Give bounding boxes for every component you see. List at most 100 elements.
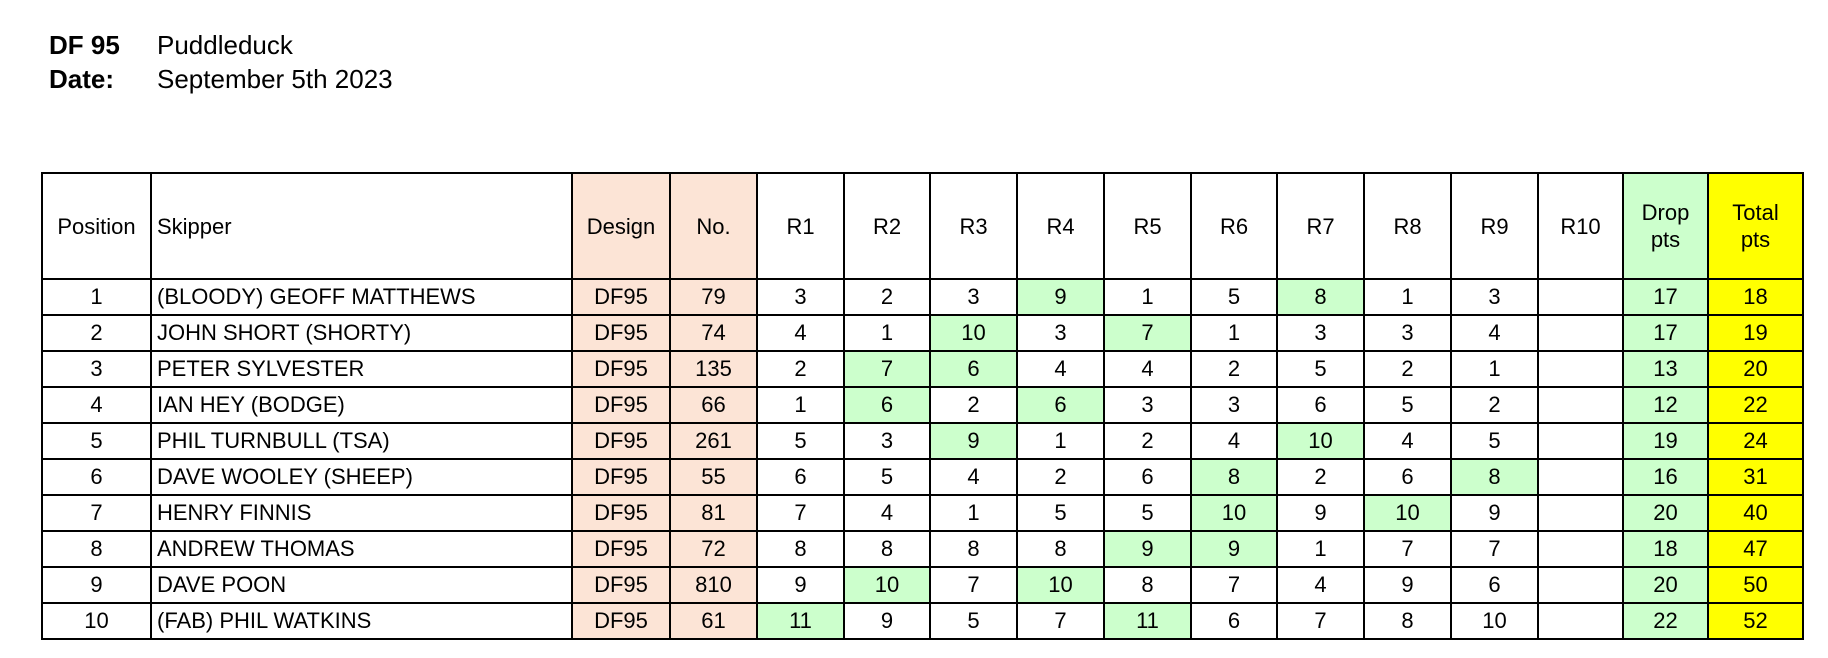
round-score-cell: 5	[756, 422, 845, 460]
round-score-cell: 2	[1103, 422, 1192, 460]
round-score-cell	[1537, 350, 1624, 388]
skipper-cell: JOHN SHORT (SHORTY)	[150, 314, 573, 352]
round-score-cell	[1537, 566, 1624, 604]
round-score-cell: 10	[1276, 422, 1365, 460]
position-cell: 9	[41, 566, 152, 604]
position-cell: 6	[41, 458, 152, 496]
table-row: 9 DAVE POON DF95 810 9 10 7 10 8 7 4 9 6 20 50	[41, 566, 1804, 604]
skipper-cell: (FAB) PHIL WATKINS	[150, 602, 573, 640]
round-score-cell: 9	[843, 602, 931, 640]
round-score-cell: 8	[929, 530, 1018, 568]
sail-number-cell: 72	[669, 530, 758, 568]
round-score-cell: 6	[756, 458, 845, 496]
total-pts-cell: 50	[1707, 566, 1804, 604]
col-round: R5	[1103, 172, 1192, 280]
venue: Puddleduck	[157, 30, 293, 60]
position-cell: 3	[41, 350, 152, 388]
round-score-cell: 8	[843, 530, 931, 568]
total-pts-cell: 19	[1707, 314, 1804, 352]
round-score-cell: 5	[1363, 386, 1452, 424]
round-score-cell: 7	[1190, 566, 1278, 604]
sail-number-cell: 261	[669, 422, 758, 460]
round-score-cell: 6	[1363, 458, 1452, 496]
round-score-cell: 1	[1450, 350, 1539, 388]
round-score-cell: 9	[1450, 494, 1539, 532]
table-row: 7 HENRY FINNIS DF95 81 7 4 1 5 5 10 9 10 9 20 40	[41, 494, 1804, 532]
position-cell: 4	[41, 386, 152, 424]
round-score-cell: 3	[843, 422, 931, 460]
round-score-cell: 8	[1190, 458, 1278, 496]
round-score-cell: 5	[1016, 494, 1105, 532]
round-score-cell: 8	[756, 530, 845, 568]
round-score-cell: 1	[843, 314, 931, 352]
round-score-cell: 2	[843, 278, 931, 316]
round-score-cell: 9	[1016, 278, 1105, 316]
design-cell: DF95	[571, 566, 671, 604]
round-score-cell	[1537, 458, 1624, 496]
drop-pts-cell: 13	[1622, 350, 1709, 388]
round-score-cell: 5	[929, 602, 1018, 640]
sail-number-cell: 74	[669, 314, 758, 352]
total-pts-cell: 20	[1707, 350, 1804, 388]
round-score-cell: 10	[1016, 566, 1105, 604]
round-score-cell: 11	[1103, 602, 1192, 640]
round-score-cell: 1	[1016, 422, 1105, 460]
position-cell: 5	[41, 422, 152, 460]
table-row: 6 DAVE WOOLEY (SHEEP) DF95 55 6 5 4 2 6 8 2 6 8 16 31	[41, 458, 1804, 496]
round-score-cell: 9	[1363, 566, 1452, 604]
round-score-cell: 6	[1103, 458, 1192, 496]
skipper-cell: DAVE WOOLEY (SHEEP)	[150, 458, 573, 496]
drop-pts-cell: 12	[1622, 386, 1709, 424]
sail-number-cell: 81	[669, 494, 758, 532]
sail-number-cell: 66	[669, 386, 758, 424]
total-pts-cell: 22	[1707, 386, 1804, 424]
round-score-cell	[1537, 314, 1624, 352]
header-line: Total	[1732, 200, 1779, 225]
drop-pts-cell: 19	[1622, 422, 1709, 460]
total-pts-cell: 40	[1707, 494, 1804, 532]
skipper-cell: IAN HEY (BODGE)	[150, 386, 573, 424]
round-score-cell: 7	[1450, 530, 1539, 568]
round-score-cell: 3	[1450, 278, 1539, 316]
round-score-cell: 11	[756, 602, 845, 640]
position-cell: 7	[41, 494, 152, 532]
design-cell: DF95	[571, 494, 671, 532]
round-score-cell: 5	[1103, 494, 1192, 532]
round-score-cell	[1537, 530, 1624, 568]
round-score-cell: 4	[756, 314, 845, 352]
position-cell: 10	[41, 602, 152, 640]
round-score-cell: 2	[1450, 386, 1539, 424]
round-score-cell	[1537, 494, 1624, 532]
table-row: 5 PHIL TURNBULL (TSA) DF95 261 5 3 9 1 2 4 10 4 5 19 2…	[41, 422, 1804, 460]
col-round: R9	[1450, 172, 1539, 280]
table-row: 3 PETER SYLVESTER DF95 135 2 7 6 4 4 2 5 2 1 13 20	[41, 350, 1804, 388]
round-score-cell	[1537, 278, 1624, 316]
round-score-cell: 2	[1016, 458, 1105, 496]
round-score-cell: 1	[1103, 278, 1192, 316]
round-score-cell: 3	[1276, 314, 1365, 352]
round-score-cell: 2	[756, 350, 845, 388]
round-score-cell: 10	[1450, 602, 1539, 640]
round-score-cell: 4	[843, 494, 931, 532]
round-score-cell: 5	[1450, 422, 1539, 460]
header-line: pts	[1740, 227, 1771, 252]
sail-number-cell: 135	[669, 350, 758, 388]
round-score-cell: 2	[929, 386, 1018, 424]
round-score-cell: 10	[1190, 494, 1278, 532]
drop-pts-cell: 18	[1622, 530, 1709, 568]
round-score-cell: 8	[1450, 458, 1539, 496]
design-cell: DF95	[571, 458, 671, 496]
skipper-cell: PHIL TURNBULL (TSA)	[150, 422, 573, 460]
col-round: R8	[1363, 172, 1452, 280]
round-score-cell: 7	[843, 350, 931, 388]
skipper-cell: ANDREW THOMAS	[150, 530, 573, 568]
drop-pts-cell: 20	[1622, 566, 1709, 604]
round-score-cell: 3	[1103, 386, 1192, 424]
drop-pts-cell: 22	[1622, 602, 1709, 640]
skipper-cell: HENRY FINNIS	[150, 494, 573, 532]
header-line: Drop	[1641, 200, 1690, 225]
drop-pts-cell: 20	[1622, 494, 1709, 532]
round-score-cell: 10	[1363, 494, 1452, 532]
class-line: DF 95 Puddleduck	[49, 30, 293, 60]
round-score-cell: 8	[1103, 566, 1192, 604]
